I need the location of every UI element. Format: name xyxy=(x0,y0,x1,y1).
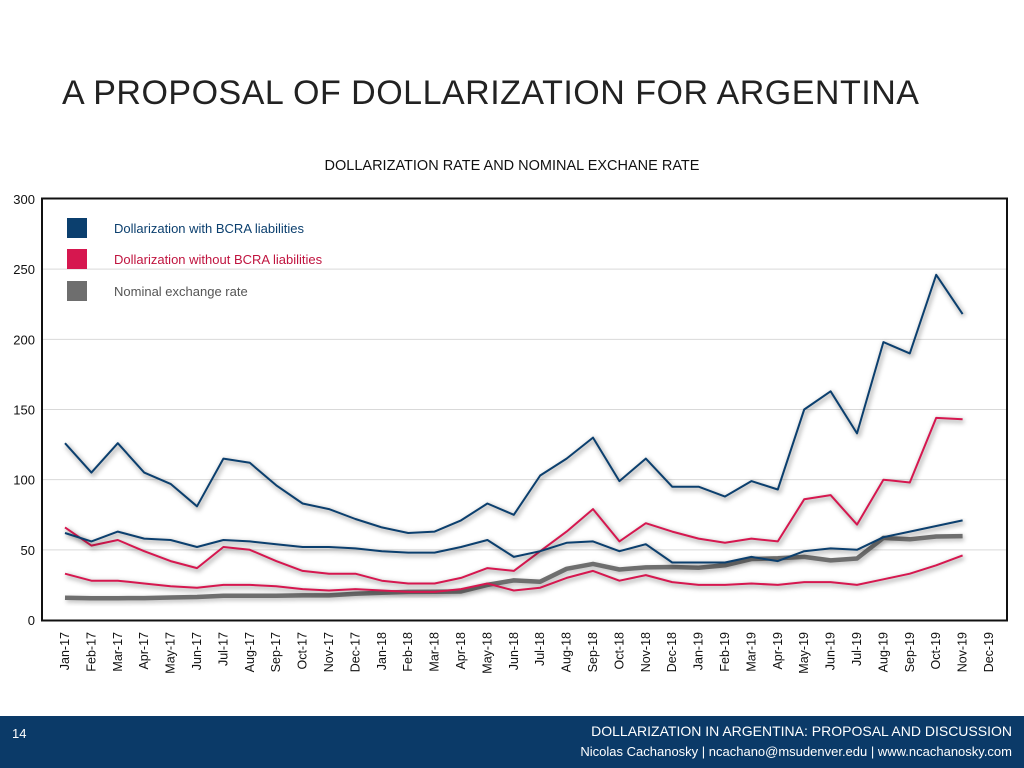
x-tick-label: Jul-17 xyxy=(216,632,230,666)
footer-title: DOLLARIZATION IN ARGENTINA: PROPOSAL AND… xyxy=(591,723,1012,739)
footer-credit: Nicolas Cachanosky | ncachano@msudenver.… xyxy=(580,744,1012,759)
y-tick-label: 200 xyxy=(13,332,35,347)
legend-label: Dollarization without BCRA liabilities xyxy=(114,252,323,267)
x-tick-label: Nov-19 xyxy=(956,632,970,672)
x-tick-label: Jul-19 xyxy=(850,632,864,666)
series-line xyxy=(64,273,964,534)
line-chart: 0 50 100 150 200 250 300 Jan-17 Feb-17 Mar-17 Apr… xyxy=(13,192,1008,674)
x-tick-label: Jun-19 xyxy=(824,632,838,670)
x-tick-label: Apr-18 xyxy=(454,632,468,670)
x-tick-label: Sep-19 xyxy=(903,632,917,672)
y-tick-label: 0 xyxy=(28,613,35,628)
plot-frame xyxy=(41,197,1008,622)
x-tick-label: Mar-17 xyxy=(111,632,125,672)
y-tick-label: 250 xyxy=(13,262,35,277)
series-layer xyxy=(64,273,967,604)
slide-title: A PROPOSAL OF DOLLARIZATION FOR ARGENTIN… xyxy=(62,74,920,112)
grid-layer xyxy=(42,268,1007,551)
y-tick-label: 100 xyxy=(13,473,35,488)
x-tick-label: Dec-19 xyxy=(982,632,996,672)
series-shadow xyxy=(65,417,965,588)
legend-label: Nominal exchange rate xyxy=(114,284,248,299)
x-tick-label: Aug-18 xyxy=(560,632,574,672)
x-tick-label: Dec-18 xyxy=(665,632,679,672)
x-tick-label: Feb-17 xyxy=(84,632,98,672)
x-tick-label: Nov-17 xyxy=(322,632,336,672)
x-tick-label: Mar-19 xyxy=(744,632,758,672)
series-line xyxy=(64,554,963,593)
y-tick-label: 150 xyxy=(13,403,35,418)
x-tick-label: Jan-17 xyxy=(58,632,72,670)
legend-swatch xyxy=(67,218,87,238)
x-tick-label: Oct-18 xyxy=(612,632,626,670)
x-tick-label: Jun-18 xyxy=(507,632,521,670)
series-shadow xyxy=(65,519,965,567)
series-shadow xyxy=(64,274,967,538)
series-shadow xyxy=(65,555,965,597)
x-tick-label: Nov-18 xyxy=(639,632,653,672)
x-axis-ticks: Jan-17 Feb-17 Mar-17 Apr-17 May-17 Jun-17 Jul-… xyxy=(58,632,996,674)
x-tick-label: Jun-17 xyxy=(190,632,204,670)
legend-swatch xyxy=(67,249,87,269)
x-tick-label: Apr-19 xyxy=(771,632,785,670)
series-line xyxy=(64,519,963,564)
x-tick-label: Aug-19 xyxy=(876,632,890,672)
x-tick-label: May-19 xyxy=(797,632,811,674)
x-tick-label: Oct-19 xyxy=(929,632,943,670)
series-line xyxy=(64,416,963,585)
x-tick-label: May-17 xyxy=(164,632,178,674)
x-tick-label: Apr-17 xyxy=(137,632,151,670)
x-tick-label: Jan-19 xyxy=(692,632,706,670)
x-tick-label: Oct-17 xyxy=(296,632,310,670)
x-tick-label: Jul-18 xyxy=(533,632,547,666)
x-tick-label: Jan-18 xyxy=(375,632,389,670)
x-tick-label: Sep-17 xyxy=(269,632,283,672)
x-tick-label: Feb-19 xyxy=(718,632,732,672)
x-tick-label: Mar-18 xyxy=(428,632,442,672)
x-tick-label: Feb-18 xyxy=(401,632,415,672)
x-tick-label: Dec-17 xyxy=(348,632,362,672)
footer-bar: 14 DOLLARIZATION IN ARGENTINA: PROPOSAL … xyxy=(0,716,1024,768)
x-tick-label: Aug-17 xyxy=(243,632,257,672)
series-line xyxy=(64,533,963,601)
x-tick-label: May-18 xyxy=(480,632,494,674)
legend: Dollarization with BCRA liabilities Dolla… xyxy=(67,218,323,301)
legend-swatch xyxy=(67,281,87,301)
x-tick-label: Sep-18 xyxy=(586,632,600,672)
y-axis-ticks: 0 50 100 150 200 250 300 xyxy=(13,192,35,628)
slide-number: 14 xyxy=(12,726,27,741)
y-tick-label: 50 xyxy=(21,543,35,558)
y-tick-label: 300 xyxy=(13,192,35,207)
chart-title: DOLLARIZATION RATE AND NOMINAL EXCHANE R… xyxy=(324,158,700,174)
legend-label: Dollarization with BCRA liabilities xyxy=(114,221,305,236)
